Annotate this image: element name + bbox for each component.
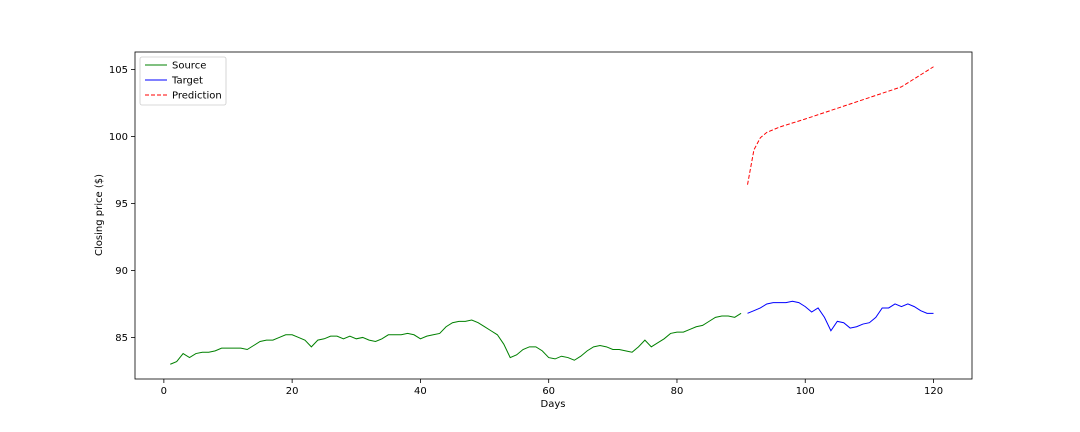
plot-area [135,52,972,379]
x-tick-label: 60 [542,386,555,397]
plot-frame [134,51,973,380]
x-tick-label: 80 [671,386,684,397]
legend: Source Target Prediction [139,56,227,106]
series-line-source [170,312,742,365]
legend-label-prediction: Prediction [172,91,222,102]
y-tick-label: 100 [109,132,128,143]
x-tick-label: 100 [796,386,815,397]
y-tick-label: 85 [115,333,128,344]
y-axis-label: Closing price ($) [94,174,105,256]
x-tick-label: 20 [286,386,299,397]
series-line-target [747,300,934,332]
x-tick-label: 120 [924,386,943,397]
legend-label-source: Source [172,61,206,72]
x-axis-label: Days [541,399,566,410]
y-axis: 85 90 95 100 105 [109,65,135,344]
series-layer [170,66,934,365]
x-axis: 0 20 40 60 80 100 120 [161,379,943,397]
y-tick-label: 95 [115,199,128,210]
legend-label-target: Target [171,76,203,87]
y-tick-label: 105 [109,65,128,76]
x-tick-label: 0 [161,386,167,397]
legend-box [139,56,227,106]
x-tick-label: 40 [414,386,427,397]
y-tick-label: 90 [115,266,128,277]
series-line-prediction [747,66,934,185]
